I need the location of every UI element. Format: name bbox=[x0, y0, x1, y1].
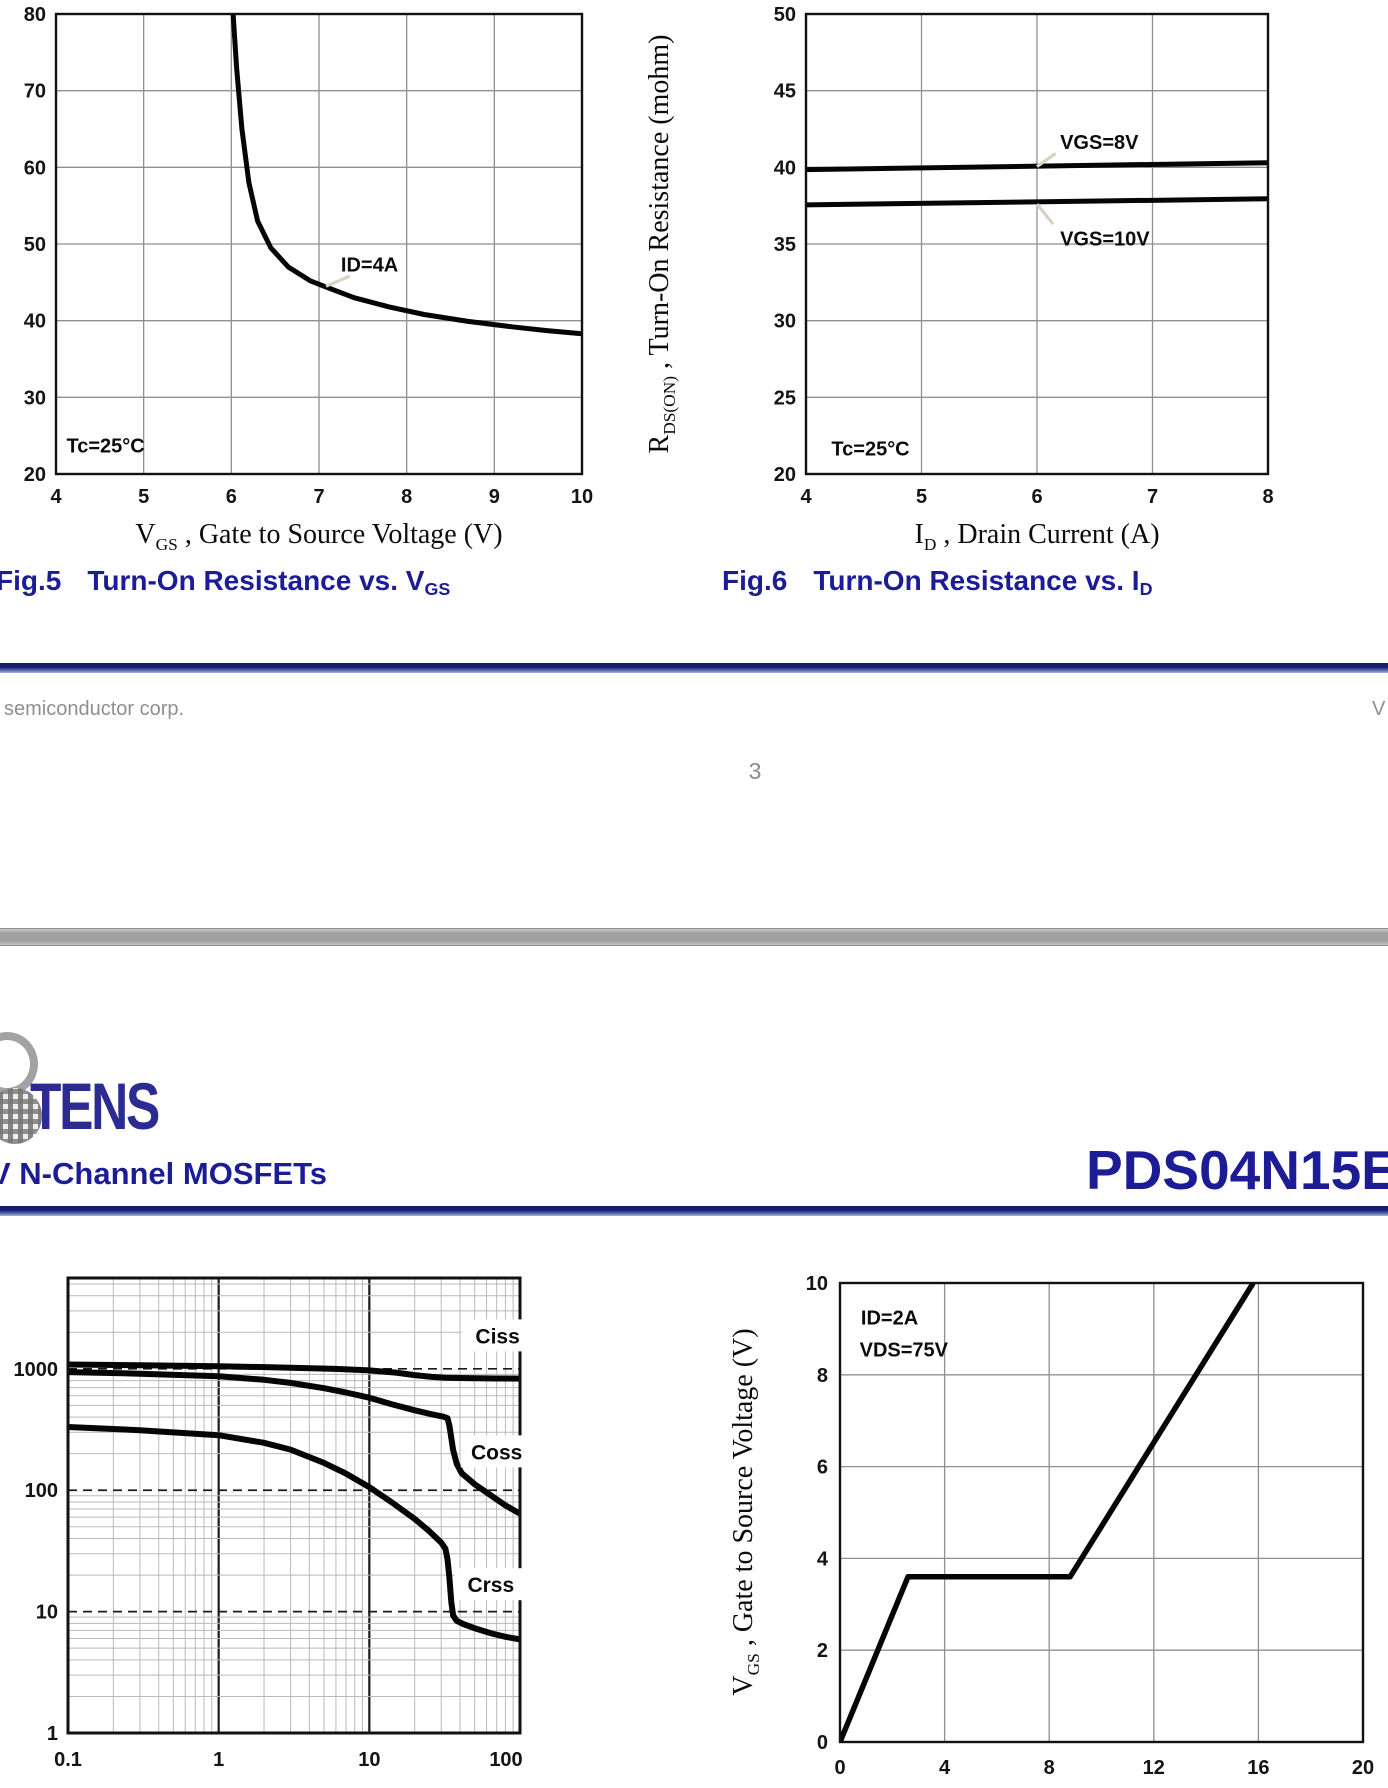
svg-text:60: 60 bbox=[24, 157, 46, 179]
fig6-caption-text: Turn-On Resistance vs. I bbox=[813, 565, 1140, 596]
svg-text:VDS=75V: VDS=75V bbox=[860, 1339, 949, 1361]
svg-text:VGS , Gate to Source Voltage (: VGS , Gate to Source Voltage (V) bbox=[728, 1328, 763, 1695]
svg-text:RDS(ON) , Turn-On Resistance (: RDS(ON) , Turn-On Resistance (mohm) bbox=[644, 35, 679, 454]
svg-text:20: 20 bbox=[774, 464, 796, 486]
svg-text:1: 1 bbox=[213, 1749, 224, 1771]
fig5-caption: Fig.5 Turn-On Resistance vs. VGS bbox=[0, 565, 450, 600]
svg-text:4: 4 bbox=[939, 1757, 951, 1779]
product-family-title: V N-Channel MOSFETs bbox=[0, 1156, 328, 1191]
svg-text:4: 4 bbox=[50, 486, 62, 508]
svg-text:Tc=25°C: Tc=25°C bbox=[67, 436, 145, 458]
svg-text:8: 8 bbox=[401, 486, 412, 508]
footer-rule bbox=[0, 663, 1388, 673]
footer-company: semiconductor corp. bbox=[4, 698, 185, 720]
svg-text:100: 100 bbox=[489, 1749, 522, 1771]
svg-text:20: 20 bbox=[1352, 1757, 1374, 1779]
logo-wordmark: TENS bbox=[30, 1069, 160, 1143]
svg-text:30: 30 bbox=[24, 387, 46, 409]
svg-text:0.1: 0.1 bbox=[54, 1749, 82, 1771]
svg-text:5: 5 bbox=[916, 486, 927, 508]
svg-text:Coss: Coss bbox=[471, 1441, 522, 1464]
logo-wafer-icon bbox=[0, 1088, 42, 1144]
fig6-number: Fig.6 bbox=[722, 565, 788, 596]
svg-text:4: 4 bbox=[817, 1548, 829, 1570]
svg-text:4: 4 bbox=[800, 486, 812, 508]
page-break-divider bbox=[0, 928, 1388, 946]
svg-text:50: 50 bbox=[24, 234, 46, 256]
fig5-caption-text: Turn-On Resistance vs. V bbox=[87, 565, 425, 596]
svg-text:7: 7 bbox=[1147, 486, 1158, 508]
svg-text:10: 10 bbox=[358, 1749, 380, 1771]
svg-text:16: 16 bbox=[1247, 1757, 1269, 1779]
svg-text:25: 25 bbox=[774, 387, 796, 409]
svg-text:Tc=25°C: Tc=25°C bbox=[831, 439, 909, 461]
svg-text:Ciss: Ciss bbox=[475, 1325, 519, 1348]
svg-text:VGS , Gate to Source Voltage (: VGS , Gate to Source Voltage (V) bbox=[135, 519, 502, 554]
svg-text:Crss: Crss bbox=[467, 1574, 514, 1597]
svg-text:100: 100 bbox=[25, 1480, 58, 1502]
svg-text:9: 9 bbox=[489, 486, 500, 508]
fig6-caption-sub: D bbox=[1139, 579, 1153, 599]
svg-text:VGS=8V: VGS=8V bbox=[1060, 132, 1139, 154]
header-rule bbox=[0, 1206, 1388, 1216]
svg-text:ID , Drain Current (A): ID , Drain Current (A) bbox=[914, 519, 1159, 554]
svg-text:50: 50 bbox=[774, 4, 796, 26]
part-number: PDS04N15E bbox=[1086, 1139, 1388, 1201]
svg-text:10: 10 bbox=[806, 1273, 828, 1295]
svg-text:6: 6 bbox=[226, 486, 237, 508]
page-number: 3 bbox=[748, 758, 762, 784]
svg-text:45: 45 bbox=[774, 81, 796, 103]
svg-text:8: 8 bbox=[1262, 486, 1273, 508]
footer-right-fragment: V bbox=[1372, 698, 1386, 720]
svg-text:1: 1 bbox=[47, 1723, 58, 1745]
svg-text:ID=2A: ID=2A bbox=[861, 1307, 918, 1329]
svg-text:35: 35 bbox=[774, 234, 796, 256]
svg-text:10: 10 bbox=[36, 1602, 58, 1624]
fig6-caption: Fig.6 Turn-On Resistance vs. ID bbox=[722, 565, 1153, 600]
svg-text:12: 12 bbox=[1143, 1757, 1165, 1779]
svg-text:80: 80 bbox=[24, 4, 46, 26]
svg-text:8: 8 bbox=[1044, 1757, 1055, 1779]
fig5-caption-sub: GS bbox=[424, 579, 451, 599]
svg-text:1000: 1000 bbox=[14, 1359, 59, 1381]
svg-text:5: 5 bbox=[138, 486, 149, 508]
svg-text:6: 6 bbox=[817, 1457, 828, 1479]
svg-text:VGS=10V: VGS=10V bbox=[1060, 229, 1150, 251]
svg-text:10: 10 bbox=[571, 486, 593, 508]
svg-text:30: 30 bbox=[774, 311, 796, 333]
svg-text:0: 0 bbox=[817, 1732, 828, 1754]
svg-text:7: 7 bbox=[313, 486, 324, 508]
svg-text:0: 0 bbox=[834, 1757, 845, 1779]
fig5-number: Fig.5 bbox=[0, 565, 62, 596]
svg-text:ID=4A: ID=4A bbox=[341, 255, 398, 277]
svg-text:2: 2 bbox=[817, 1640, 828, 1662]
svg-text:40: 40 bbox=[774, 157, 796, 179]
svg-text:6: 6 bbox=[1031, 486, 1042, 508]
svg-text:40: 40 bbox=[24, 311, 46, 333]
svg-text:8: 8 bbox=[817, 1365, 828, 1387]
svg-text:20: 20 bbox=[24, 464, 46, 486]
svg-text:70: 70 bbox=[24, 81, 46, 103]
